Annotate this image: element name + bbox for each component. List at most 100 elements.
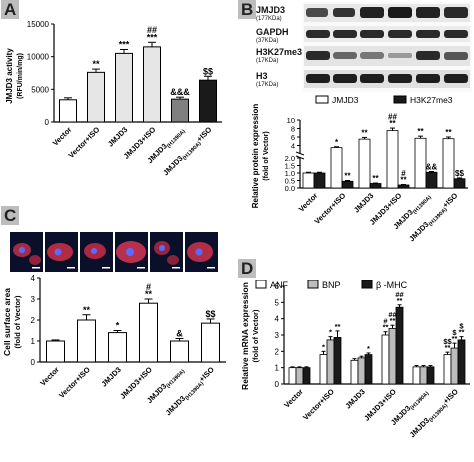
y-tick-label: 4	[31, 274, 36, 283]
bar	[369, 183, 382, 189]
bar	[381, 334, 390, 385]
significance-mark: *	[367, 344, 370, 353]
x-tick-label: JMJD3	[99, 365, 122, 388]
significance-mark: #	[146, 282, 151, 292]
bar	[108, 332, 127, 363]
significance-mark: $$	[443, 337, 452, 346]
significance-mark: **	[383, 323, 389, 332]
blot-protein-name: H3	[256, 71, 268, 81]
significance-mark: ***	[147, 32, 158, 42]
significance-mark: **	[145, 289, 153, 299]
blot-band-row-h3	[304, 70, 470, 88]
significance-mark: ##	[147, 25, 157, 35]
x-tick-label: Vector	[51, 125, 74, 148]
y-axis-sublabel: (fold of Vector)	[13, 295, 22, 348]
bar	[326, 339, 335, 385]
x-tick-label: JMJD3	[106, 125, 129, 148]
blot-protein-name: JMJD3	[256, 5, 286, 15]
bar	[330, 147, 343, 189]
significance-mark: $$	[455, 169, 464, 178]
y-tick-label: 8	[291, 125, 295, 134]
significance-mark: **	[361, 128, 368, 137]
bar	[170, 340, 189, 363]
legend-swatch	[393, 95, 407, 104]
significance-mark: **	[417, 127, 424, 136]
x-tick-label: JMJD3(H1390A)+ISO	[407, 191, 461, 245]
y-tick-label: 0.5	[285, 177, 295, 186]
bar	[319, 354, 328, 385]
cell-image-strip	[10, 232, 218, 272]
bar	[419, 366, 428, 385]
blot-protein-size: (177KDa)	[256, 16, 282, 22]
significance-mark: #	[401, 169, 406, 178]
bar	[412, 366, 421, 385]
bar	[425, 171, 438, 189]
bar	[199, 79, 217, 123]
significance-mark: &	[176, 328, 183, 338]
bar	[59, 99, 77, 123]
significance-mark: **	[400, 176, 407, 185]
western-blot-image	[302, 2, 472, 92]
x-tick-label: Vector	[38, 365, 61, 388]
bar	[457, 339, 466, 385]
significance-mark: **	[397, 296, 403, 305]
bar	[350, 359, 359, 385]
y-axis-label: Cell surface area	[2, 288, 12, 356]
bar	[115, 52, 133, 123]
significance-mark: *	[329, 328, 332, 337]
y-axis-sublabel: (fold of Vector)	[263, 131, 270, 180]
bar	[295, 367, 304, 385]
y-tick-label: 10	[287, 116, 295, 125]
y-tick-label: 2.0	[285, 154, 295, 163]
legend-swatch	[361, 280, 373, 289]
x-tick-label: JMJD3(H1390A)+ISO	[164, 365, 218, 419]
blot-label-gapdh: GAPDH (37KDa)	[256, 28, 289, 46]
significance-mark: *	[116, 321, 120, 331]
blot-protein-name: GAPDH	[256, 27, 289, 37]
significance-mark: **	[390, 316, 396, 325]
y-tick-label: 5000	[31, 85, 49, 94]
bar	[443, 354, 452, 385]
bar	[395, 306, 404, 385]
bar	[302, 172, 315, 189]
legend-swatch	[255, 280, 267, 289]
legend-label: BNP	[322, 280, 341, 290]
bar	[357, 357, 366, 385]
bar	[386, 130, 399, 189]
y-tick-label: 5	[275, 298, 280, 307]
bar	[450, 347, 459, 385]
significance-mark: **	[335, 322, 341, 331]
x-tick-label: Vector+ISO	[57, 365, 92, 400]
legend-label: β -MHC	[376, 280, 408, 290]
blot-protein-size: (17KDa)	[256, 82, 279, 88]
legend-label: H3K27me3	[410, 95, 453, 105]
bar	[397, 184, 410, 189]
significance-mark: ##	[395, 290, 404, 299]
y-tick-label: 0	[275, 380, 280, 389]
cell-image-5	[150, 232, 183, 272]
bar	[201, 322, 220, 363]
blot-protein-name: H3K27me3	[256, 47, 303, 57]
x-tick-label: JMJD3	[352, 191, 375, 214]
cell-image-6	[185, 232, 218, 272]
significance-mark: *	[335, 138, 339, 147]
x-tick-label: Vector	[282, 387, 305, 410]
significance-mark: **	[445, 343, 451, 352]
bar	[388, 328, 397, 385]
legend-swatch	[307, 280, 319, 289]
y-tick-label: 2	[275, 347, 280, 356]
x-tick-label: Vector+ISO	[301, 387, 336, 422]
legend-label: JMJD3	[332, 95, 359, 105]
y-tick-label: 0.0	[285, 184, 295, 193]
significance-mark: $$	[203, 66, 213, 76]
significance-mark: $	[459, 322, 464, 331]
bar	[442, 138, 455, 189]
blot-label-h3: H3 (17KDa)	[256, 72, 278, 90]
blot-label-jmjd3: JMJD3 (177KDa)	[256, 6, 285, 24]
blot-protein-size: (37KDa)	[256, 38, 279, 44]
significance-mark: ***	[119, 39, 130, 49]
bar	[46, 340, 65, 363]
panel-label-c: C	[1, 206, 20, 225]
bar	[426, 366, 435, 385]
significance-mark: **	[459, 328, 465, 337]
